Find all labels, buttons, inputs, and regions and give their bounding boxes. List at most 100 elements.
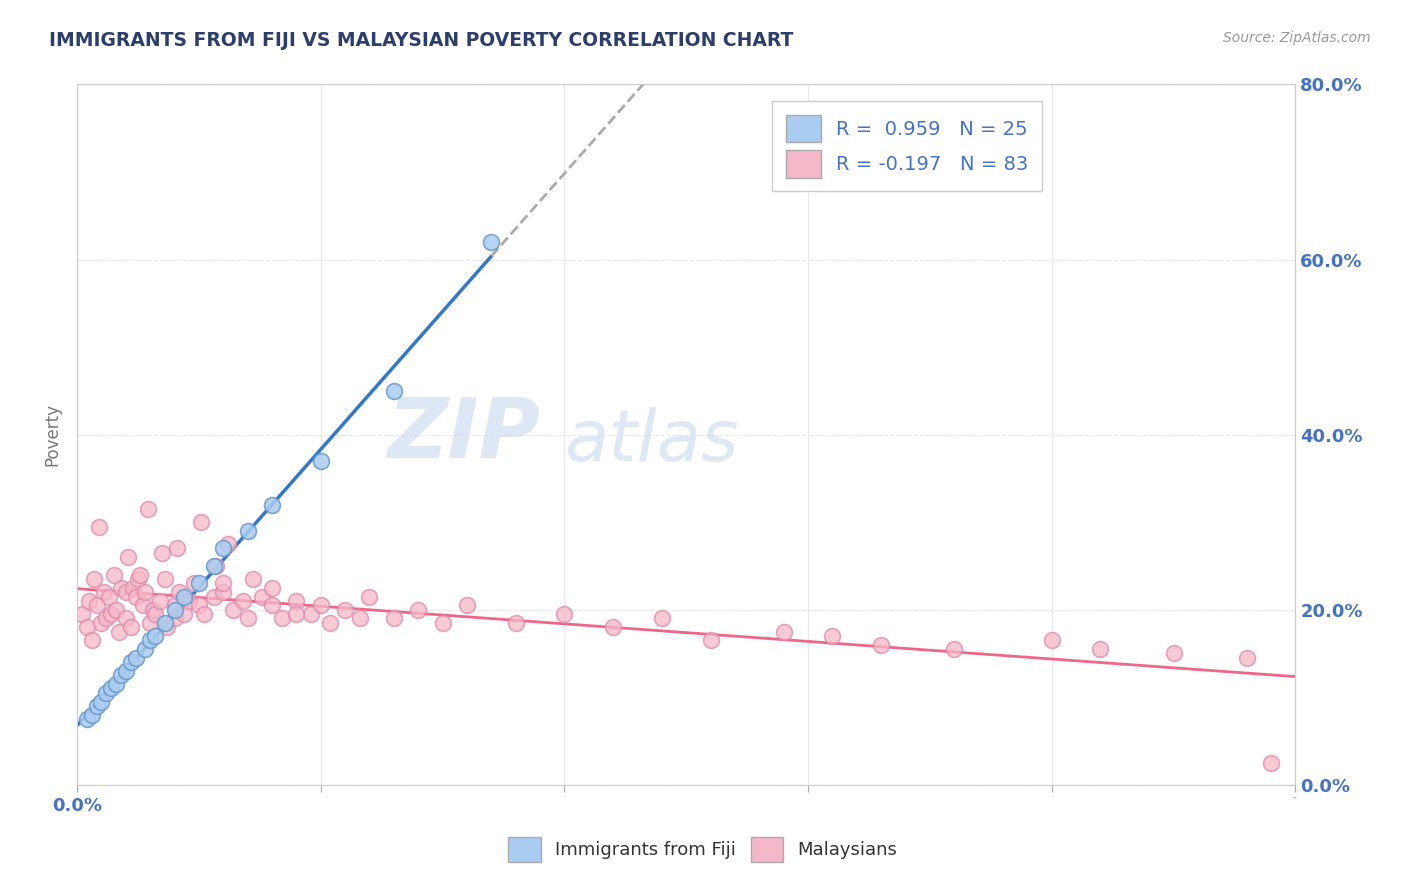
Point bbox=[117, 550, 139, 565]
Point bbox=[76, 620, 98, 634]
Point bbox=[70, 607, 93, 621]
Point bbox=[212, 576, 235, 591]
Point bbox=[105, 677, 128, 691]
Point bbox=[122, 581, 145, 595]
Point bbox=[105, 602, 128, 616]
Point bbox=[156, 620, 179, 634]
Text: ZIP: ZIP bbox=[388, 394, 540, 475]
Point bbox=[114, 585, 136, 599]
Point bbox=[150, 546, 173, 560]
Point bbox=[153, 572, 176, 586]
Point bbox=[432, 615, 454, 630]
Point bbox=[333, 602, 356, 616]
Point bbox=[139, 615, 162, 630]
Point bbox=[202, 590, 225, 604]
Point bbox=[114, 611, 136, 625]
Point bbox=[83, 572, 105, 586]
Point bbox=[349, 611, 371, 625]
Point bbox=[124, 650, 146, 665]
Point bbox=[96, 611, 118, 625]
Point bbox=[212, 541, 235, 556]
Point bbox=[143, 629, 166, 643]
Point bbox=[163, 599, 186, 613]
Point bbox=[309, 454, 332, 468]
Point bbox=[120, 655, 142, 669]
Point bbox=[93, 585, 115, 599]
Point bbox=[553, 607, 575, 621]
Point bbox=[260, 498, 283, 512]
Point bbox=[232, 594, 254, 608]
Point bbox=[179, 594, 201, 608]
Point bbox=[100, 607, 122, 621]
Point bbox=[479, 235, 502, 249]
Point bbox=[100, 681, 122, 696]
Point bbox=[359, 590, 381, 604]
Point bbox=[205, 558, 228, 573]
Point bbox=[143, 607, 166, 621]
Point bbox=[242, 572, 264, 586]
Point bbox=[124, 590, 146, 604]
Point bbox=[136, 502, 159, 516]
Point bbox=[107, 624, 129, 639]
Point bbox=[149, 594, 172, 608]
Point bbox=[153, 615, 176, 630]
Point bbox=[86, 698, 108, 713]
Point bbox=[163, 602, 186, 616]
Point bbox=[76, 712, 98, 726]
Point bbox=[505, 615, 527, 630]
Text: atlas: atlas bbox=[564, 407, 740, 476]
Text: Source: ZipAtlas.com: Source: ZipAtlas.com bbox=[1223, 31, 1371, 45]
Point bbox=[129, 567, 152, 582]
Legend: Immigrants from Fiji, Malaysians: Immigrants from Fiji, Malaysians bbox=[501, 830, 905, 870]
Point bbox=[202, 558, 225, 573]
Point bbox=[134, 585, 156, 599]
Point bbox=[651, 611, 673, 625]
Point bbox=[80, 707, 103, 722]
Point bbox=[309, 599, 332, 613]
Point bbox=[943, 642, 966, 657]
Point bbox=[1163, 647, 1185, 661]
Point bbox=[169, 585, 191, 599]
Point bbox=[87, 519, 110, 533]
Point bbox=[120, 620, 142, 634]
Point bbox=[252, 590, 274, 604]
Point bbox=[212, 585, 235, 599]
Point bbox=[139, 633, 162, 648]
Legend: R =  0.959   N = 25, R = -0.197   N = 83: R = 0.959 N = 25, R = -0.197 N = 83 bbox=[772, 101, 1042, 191]
Point bbox=[77, 594, 100, 608]
Point bbox=[772, 624, 794, 639]
Point bbox=[86, 599, 108, 613]
Point bbox=[134, 642, 156, 657]
Point bbox=[1260, 756, 1282, 770]
Point bbox=[187, 576, 209, 591]
Point bbox=[456, 599, 478, 613]
Point bbox=[183, 576, 205, 591]
Point bbox=[285, 607, 308, 621]
Point bbox=[260, 581, 283, 595]
Text: IMMIGRANTS FROM FIJI VS MALAYSIAN POVERTY CORRELATION CHART: IMMIGRANTS FROM FIJI VS MALAYSIAN POVERT… bbox=[49, 31, 793, 50]
Point bbox=[406, 602, 429, 616]
Point bbox=[193, 607, 215, 621]
Point bbox=[110, 581, 132, 595]
Point bbox=[103, 567, 125, 582]
Point bbox=[96, 686, 118, 700]
Point bbox=[1236, 650, 1258, 665]
Point bbox=[821, 629, 844, 643]
Point bbox=[260, 599, 283, 613]
Point bbox=[132, 599, 155, 613]
Point bbox=[187, 599, 209, 613]
Point bbox=[114, 664, 136, 678]
Point bbox=[90, 615, 112, 630]
Point bbox=[699, 633, 721, 648]
Point bbox=[110, 668, 132, 682]
Point bbox=[602, 620, 624, 634]
Point bbox=[319, 615, 342, 630]
Point bbox=[270, 611, 292, 625]
Point bbox=[1040, 633, 1063, 648]
Point bbox=[163, 611, 186, 625]
Point bbox=[222, 602, 245, 616]
Point bbox=[173, 607, 195, 621]
Point bbox=[299, 607, 322, 621]
Point bbox=[217, 537, 239, 551]
Point bbox=[236, 611, 259, 625]
